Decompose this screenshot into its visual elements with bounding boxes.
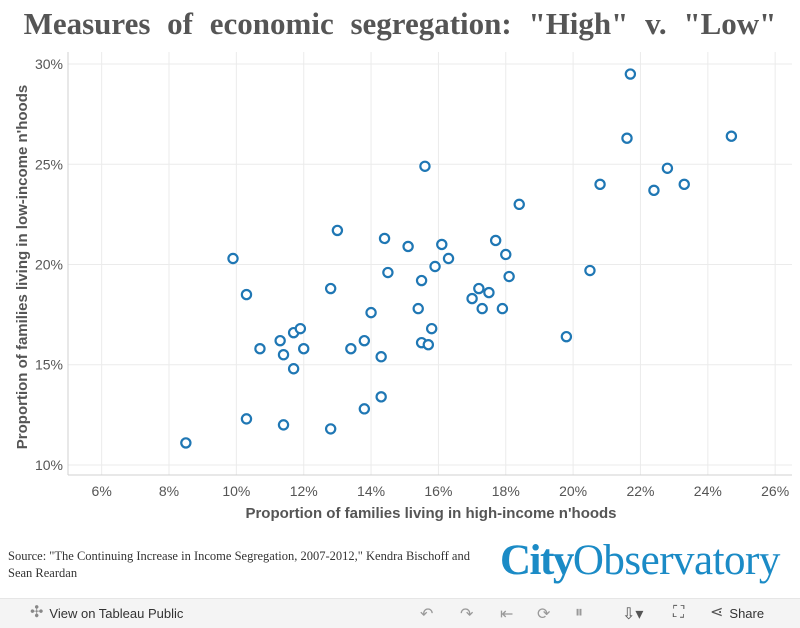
data-point[interactable] xyxy=(365,306,377,319)
data-point[interactable] xyxy=(513,198,525,211)
data-point[interactable] xyxy=(419,160,431,172)
data-point[interactable] xyxy=(678,178,690,191)
y-tick-label: 10% xyxy=(35,457,63,473)
data-point[interactable] xyxy=(442,252,455,265)
tableau-toolbar: ✣ View on Tableau Public ↶ ↷ ⇤ ⟳ ⏸ ⇩▾ ⛶ … xyxy=(0,598,800,628)
data-point[interactable] xyxy=(425,322,438,335)
x-tick-label: 12% xyxy=(290,483,318,499)
chart-title: Measures of economic segregation: "High"… xyxy=(23,6,777,41)
data-point[interactable] xyxy=(331,224,344,237)
download-icon[interactable]: ⇩▾ xyxy=(622,606,644,623)
view-on-tableau-public-link[interactable]: ✣ View on Tableau Public xyxy=(30,605,183,621)
share-label: Share xyxy=(729,605,765,621)
y-tick-label: 30% xyxy=(35,56,63,72)
data-point[interactable] xyxy=(254,343,266,355)
data-point[interactable] xyxy=(382,266,394,279)
view-on-tableau-label: View on Tableau Public xyxy=(49,605,184,621)
share-icon: ⋖ xyxy=(710,604,724,621)
x-tick-label: 22% xyxy=(626,483,654,499)
data-point[interactable] xyxy=(324,282,337,295)
data-point[interactable] xyxy=(277,419,290,431)
data-point[interactable] xyxy=(324,423,337,435)
source-note: Source: "The Continuing Increase in Inco… xyxy=(8,549,470,580)
data-points xyxy=(180,68,738,449)
data-point[interactable] xyxy=(240,413,253,425)
data-point[interactable] xyxy=(489,234,502,247)
data-point[interactable] xyxy=(402,240,414,253)
data-point[interactable] xyxy=(624,68,637,80)
tableau-logo-icon: ✣ xyxy=(30,604,44,621)
data-point[interactable] xyxy=(476,302,488,315)
data-point[interactable] xyxy=(375,391,387,403)
data-point[interactable] xyxy=(358,334,371,347)
fullscreen-icon[interactable]: ⛶ xyxy=(673,604,685,621)
data-point[interactable] xyxy=(429,260,441,273)
revert-icon[interactable]: ⇤ xyxy=(500,606,514,623)
data-point[interactable] xyxy=(661,162,674,174)
data-point[interactable] xyxy=(180,437,192,449)
scatter-chart: 10% 15% 20% 25% 30% 6% 8% 10% 12% 14% 16% 18% 20% 22… xyxy=(14,52,792,522)
share-button[interactable]: ⋖ Share xyxy=(710,605,764,621)
data-point[interactable] xyxy=(648,184,660,197)
y-axis-label: Proportion of families living in low-inc… xyxy=(14,85,31,449)
data-point[interactable] xyxy=(240,288,253,301)
data-point[interactable] xyxy=(227,252,239,265)
data-point[interactable] xyxy=(500,248,512,261)
data-point[interactable] xyxy=(436,238,448,251)
data-point[interactable] xyxy=(584,264,596,277)
data-point[interactable] xyxy=(594,178,606,191)
data-point[interactable] xyxy=(496,302,509,315)
data-point[interactable] xyxy=(560,330,573,343)
x-tick-label: 14% xyxy=(357,483,385,499)
x-axis-label: Proportion of families living in high-in… xyxy=(245,505,616,522)
data-point[interactable] xyxy=(378,232,391,245)
data-point[interactable] xyxy=(298,343,310,355)
data-point[interactable] xyxy=(358,403,371,415)
data-point[interactable] xyxy=(412,302,424,315)
data-point[interactable] xyxy=(375,351,387,363)
refresh-icon[interactable]: ⟳ xyxy=(537,606,551,623)
x-tick-label: 10% xyxy=(222,483,250,499)
x-tick-label: 6% xyxy=(92,483,112,499)
data-point[interactable] xyxy=(503,270,515,283)
data-point[interactable] xyxy=(287,363,300,375)
data-point[interactable] xyxy=(415,274,428,287)
redo-icon[interactable]: ↷ xyxy=(460,606,474,623)
data-point[interactable] xyxy=(621,132,633,144)
x-tick-label: 16% xyxy=(424,483,452,499)
data-point[interactable] xyxy=(422,338,435,351)
data-point[interactable] xyxy=(473,282,485,295)
data-point[interactable] xyxy=(277,349,290,361)
x-tick-label: 20% xyxy=(559,483,587,499)
grid-lines xyxy=(68,52,792,475)
y-tick-label: 15% xyxy=(35,357,63,373)
x-tick-label: 8% xyxy=(159,483,179,499)
data-point[interactable] xyxy=(483,286,495,299)
logo-observatory: Observatory xyxy=(572,537,781,584)
y-tick-label: 20% xyxy=(35,257,63,273)
x-tick-label: 18% xyxy=(492,483,520,499)
pause-icon[interactable]: ⏸ xyxy=(575,604,584,621)
x-tick-label: 26% xyxy=(761,483,789,499)
data-point[interactable] xyxy=(345,343,357,355)
city-observatory-logo: CityObservatory xyxy=(500,536,780,585)
data-point[interactable] xyxy=(274,334,286,347)
data-point[interactable] xyxy=(725,130,738,142)
data-point[interactable] xyxy=(466,292,478,305)
logo-city: City xyxy=(500,537,574,584)
x-tick-labels: 6% 8% 10% 12% 14% 16% 18% 20% 22% 24% 26% xyxy=(92,483,790,499)
y-tick-labels: 10% 15% 20% 25% 30% xyxy=(35,56,63,473)
data-point[interactable] xyxy=(294,322,307,335)
x-tick-label: 24% xyxy=(694,483,722,499)
undo-icon[interactable]: ↶ xyxy=(420,606,434,623)
y-tick-label: 25% xyxy=(35,156,63,172)
